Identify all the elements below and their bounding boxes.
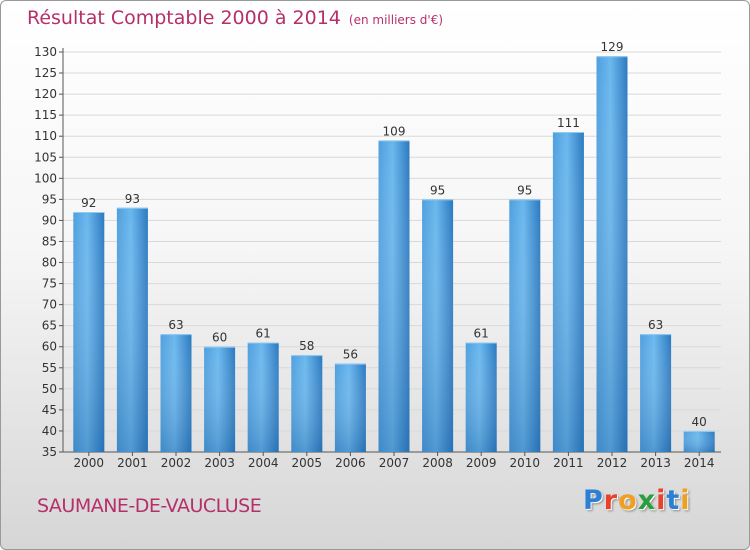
x-tick-label-2010: 2010: [510, 456, 541, 470]
bar-shade-2002: [160, 334, 192, 452]
bar-shade-2013: [640, 334, 672, 452]
y-tick-label: 105: [34, 150, 57, 164]
data-label-2011: 111: [557, 116, 580, 130]
data-label-2003: 60: [212, 331, 227, 345]
y-tick-label: 110: [34, 129, 57, 143]
y-tick-label: 65: [42, 319, 57, 333]
data-label-2010: 95: [517, 183, 532, 197]
x-tick-label-2007: 2007: [379, 456, 410, 470]
data-label-2013: 63: [648, 318, 663, 332]
y-tick-label: 50: [42, 382, 57, 396]
x-tick-label-2014: 2014: [684, 456, 715, 470]
data-label-2001: 93: [125, 192, 140, 206]
y-tick-label: 130: [34, 45, 57, 59]
x-tick-label-2008: 2008: [422, 456, 453, 470]
bar-shade-2003: [204, 346, 236, 452]
data-label-2005: 58: [299, 339, 314, 353]
x-tick-label-2005: 2005: [292, 456, 323, 470]
unit-note: (en milliers d'€): [348, 13, 444, 27]
y-tick-labels: 35 40 45 50 55 60 65 70 75 80 85 90 95 100 105 110 115 12…: [34, 45, 57, 459]
y-tick-label: 85: [42, 234, 57, 248]
proxiti-logo: Proxiti: [583, 485, 691, 516]
x-tick-label-2006: 2006: [335, 456, 366, 470]
logo-letter: o: [618, 485, 638, 516]
data-label-2009: 61: [474, 327, 489, 341]
data-label-2000: 92: [81, 196, 96, 210]
logo-letter: t: [666, 485, 681, 516]
x-tick-label-2012: 2012: [597, 456, 628, 470]
data-label-2006: 56: [343, 348, 358, 362]
y-tick-label: 40: [42, 424, 57, 438]
logo-letter: i: [680, 485, 691, 516]
y-tick-label: 95: [42, 192, 57, 206]
x-tick-label-2004: 2004: [248, 456, 279, 470]
bar-shade-2010: [509, 199, 541, 452]
data-labels: 92 93 63 60 61 58 56 109 95 61 95 111 129 63 40: [81, 40, 707, 429]
y-tick-label: 80: [42, 256, 57, 270]
bar-shade-2009: [465, 342, 497, 452]
x-tick-label-2003: 2003: [204, 456, 235, 470]
y-tick-label: 115: [34, 108, 57, 122]
y-tick-label: 75: [42, 277, 57, 291]
town-name: SAUMANE-DE-VAUCLUSE: [37, 495, 262, 517]
data-label-2014: 40: [692, 415, 707, 429]
bar-shade-2008: [422, 199, 454, 452]
y-tick-label: 45: [42, 403, 57, 417]
bar-shade-2007: [378, 140, 410, 452]
y-tick-label: 90: [42, 213, 57, 227]
y-tick-label: 120: [34, 87, 57, 101]
logo-letter: P: [583, 485, 604, 516]
y-tick-label: 60: [42, 340, 57, 354]
data-label-2002: 63: [168, 318, 183, 332]
chart-title-text: Résultat Comptable 2000 à 2014: [27, 7, 341, 29]
bar-shade-2011: [552, 132, 584, 452]
y-tick-label: 35: [42, 445, 57, 459]
chart-title: Résultat Comptable 2000 à 2014 (en millie…: [27, 7, 443, 29]
logo-letter: x: [637, 485, 657, 516]
bar-shade-2000: [73, 212, 105, 452]
x-tick-label-2000: 2000: [74, 456, 105, 470]
logo-letter: r: [603, 485, 619, 516]
x-tick-label-2002: 2002: [161, 456, 192, 470]
data-label-2008: 95: [430, 183, 445, 197]
x-tick-label-2013: 2013: [640, 456, 671, 470]
logo-letter: i: [656, 485, 667, 516]
data-label-2007: 109: [383, 124, 406, 138]
y-tick-label: 70: [42, 298, 57, 312]
x-tick-label-2009: 2009: [466, 456, 497, 470]
y-tick-label: 100: [34, 171, 57, 185]
bar-shade-2005: [291, 355, 323, 452]
data-label-2012: 129: [601, 40, 624, 54]
y-tick-label: 125: [34, 66, 57, 80]
bar-shade-2001: [116, 207, 148, 452]
x-tick-label-2011: 2011: [553, 456, 584, 470]
x-tick-label-2001: 2001: [117, 456, 148, 470]
x-tick-labels: 2000 2001 2002 2003 2004 2005 2006 2007 2008 2009…: [74, 456, 715, 470]
data-label-2004: 61: [256, 327, 271, 341]
bar-shade-2012: [596, 56, 628, 453]
bar-shade-2006: [334, 363, 366, 452]
y-tick-label: 55: [42, 361, 57, 375]
bars: [73, 56, 715, 453]
bar-shade-2014: [683, 430, 715, 452]
bar-shade-2004: [247, 342, 279, 452]
